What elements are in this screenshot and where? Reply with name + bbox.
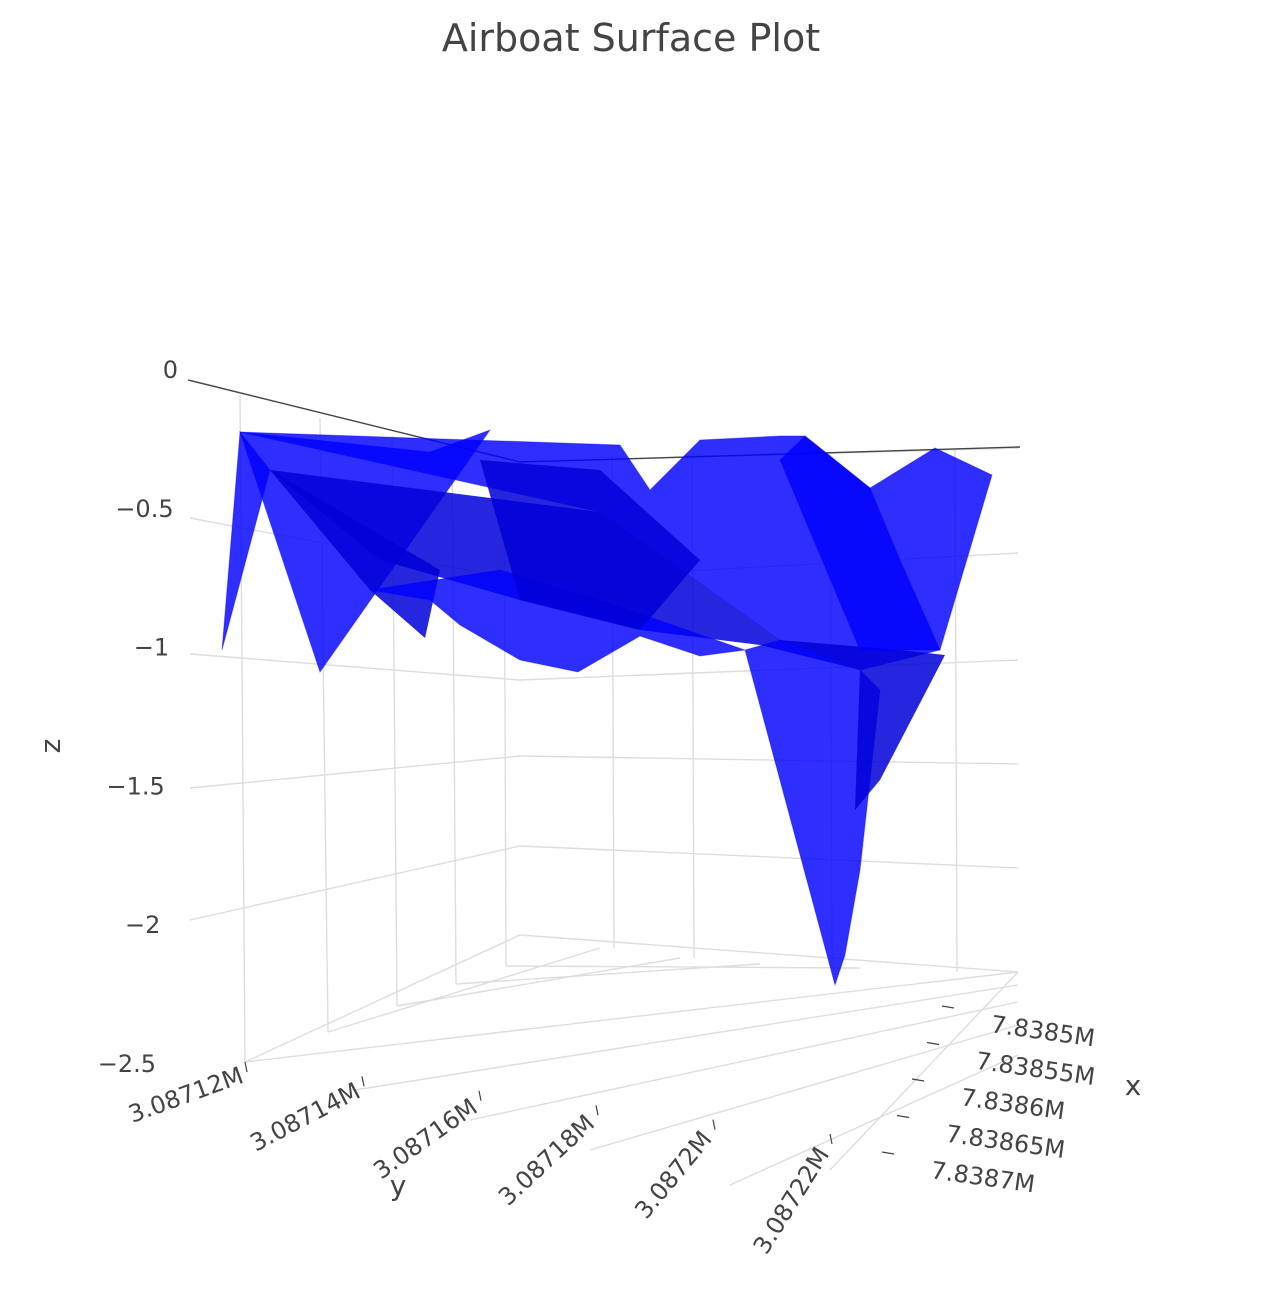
y-tick-label: 3.08714M (246, 1077, 365, 1157)
y-tick-label: 3.08722M (748, 1142, 835, 1259)
z-tick-label: −1 (134, 634, 169, 662)
y-tick-mark (361, 1076, 365, 1087)
x-axis-title: x (1125, 1069, 1142, 1102)
grid-line (729, 1054, 1019, 1186)
grid-line (505, 965, 861, 969)
x-tick-mark (926, 1041, 940, 1046)
x-tick-mark (911, 1078, 925, 1082)
x-tick-label: 7.83855M (974, 1047, 1097, 1091)
y-tick-label: 3.08718M (493, 1109, 600, 1211)
y-tick-label: 3.08716M (368, 1093, 482, 1185)
z-tick-label: −2 (125, 911, 160, 939)
surface-facet (270, 470, 440, 638)
surface-facet (480, 460, 700, 630)
z-tick-label: −2.5 (98, 1050, 156, 1078)
x-tick-label: 7.8386M (959, 1083, 1067, 1125)
x-tick-mark (896, 1114, 910, 1119)
x-tick-mark (881, 1151, 895, 1155)
z-axis-ticks: 0 −0.5 −1 −1.5 −2 −2.5 (98, 356, 178, 1078)
grid-layer (189, 379, 1019, 1186)
axis-line-x-floor (829, 971, 1019, 1171)
grid-line (519, 934, 1019, 973)
grid-line (354, 984, 1019, 1091)
grid-line (244, 971, 1019, 1063)
z-axis-title: z (34, 739, 67, 754)
surface-facet (780, 640, 945, 810)
grid-line (519, 755, 1019, 765)
x-tick-mark (941, 1005, 955, 1009)
z-tick-label: −0.5 (115, 495, 173, 523)
x-tick-label: 7.8385M (989, 1010, 1097, 1052)
grid-line (327, 947, 601, 1033)
z-tick-label: −1.5 (107, 772, 165, 800)
surface-facet (779, 435, 941, 651)
z-tick-label: 0 (163, 356, 178, 384)
grid-line (396, 957, 681, 1007)
x-tick-label: 7.83865M (944, 1120, 1067, 1164)
grid-line (469, 1001, 1019, 1121)
x-tick-label: 7.8387M (929, 1156, 1037, 1198)
grid-line (519, 845, 1019, 869)
surface-mesh[interactable] (221, 428, 993, 987)
y-tick-mark (478, 1090, 482, 1101)
y-tick-mark (244, 1061, 248, 1073)
chart-title: Airboat Surface Plot (441, 16, 821, 60)
y-tick-mark (712, 1119, 716, 1130)
y-tick-label: 3.0872M (629, 1126, 717, 1225)
grid-line (244, 934, 521, 1063)
grid-line (589, 1024, 1019, 1151)
grid-line (189, 845, 521, 921)
y-tick-mark (829, 1133, 833, 1145)
grid-line (189, 755, 521, 789)
grid-line (189, 653, 521, 681)
y-axis-title: y (390, 1169, 407, 1202)
y-tick-mark (595, 1105, 599, 1116)
